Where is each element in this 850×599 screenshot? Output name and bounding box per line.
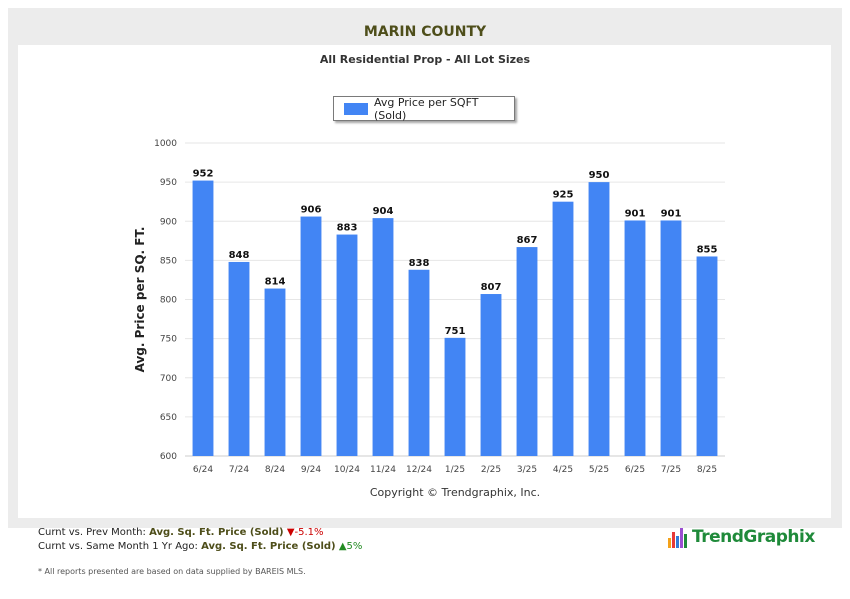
bar [264, 288, 286, 456]
data-label: 901 [661, 208, 682, 219]
x-tick-label: 11/24 [370, 465, 396, 475]
y-tick-label: 900 [160, 217, 177, 227]
y-tick-label: 650 [160, 413, 177, 423]
bar [408, 269, 430, 456]
bar [588, 182, 610, 456]
data-label: 848 [229, 250, 250, 261]
data-label: 904 [373, 206, 394, 217]
data-label: 952 [193, 169, 214, 180]
x-tick-label: 9/24 [301, 465, 321, 475]
x-tick-label: 8/25 [697, 465, 717, 475]
data-label: 867 [517, 235, 538, 246]
bar [444, 337, 466, 456]
bar [660, 220, 682, 456]
data-label: 906 [301, 205, 322, 216]
x-tick-label: 7/25 [661, 465, 681, 475]
x-tick-label: 8/24 [265, 465, 285, 475]
legend-label: Avg Price per SQFT (Sold) [373, 95, 479, 122]
data-label: 807 [481, 282, 502, 293]
data-label: 901 [625, 208, 646, 219]
y-tick-label: 950 [160, 178, 177, 188]
x-tick-label: 6/24 [193, 465, 213, 475]
x-tick-label: 3/25 [517, 465, 537, 475]
data-label: 925 [553, 190, 574, 201]
footer-prev-label: Curnt vs. Prev Month: [38, 527, 146, 538]
bar-chart: 600 650 700 750 800 850 900 950 1000 952 6/24 848 7/… [133, 139, 725, 499]
data-label: 751 [445, 326, 466, 337]
logo-bars-icon [668, 526, 688, 548]
bar [696, 256, 718, 456]
x-tick-label: 12/24 [406, 465, 432, 475]
data-label: 855 [697, 244, 718, 255]
logo-text: TrendGraphix [692, 527, 815, 547]
trendgraphix-logo: TrendGraphix [668, 526, 815, 548]
x-tick-label: 6/25 [625, 465, 645, 475]
x-tick-label: 10/24 [334, 465, 360, 475]
legend-swatch [344, 102, 368, 115]
bar [480, 294, 502, 456]
y-tick-label: 700 [160, 374, 177, 384]
data-label: 814 [265, 277, 286, 288]
chart-legend: Avg Price per SQFT (Sold) [333, 95, 515, 122]
report-subtitle: All Residential Prop - All Lot Sizes [319, 53, 531, 66]
x-tick-label: 5/25 [589, 465, 609, 475]
footer-line-year-ago: Curnt vs. Same Month 1 Yr Ago: Avg. Sq. … [38, 541, 362, 552]
bar [552, 201, 574, 456]
footer-year-change: 5% [346, 541, 363, 552]
x-tick-label: 2/25 [481, 465, 501, 475]
bar [228, 261, 250, 456]
x-tick-label: 1/25 [445, 465, 465, 475]
down-arrow-icon: ▼ [286, 527, 295, 538]
bar [336, 234, 358, 456]
footer-prev-change: -5.1% [294, 527, 324, 538]
bar [192, 180, 214, 456]
y-axis-label: Avg. Price per SQ. FT. [133, 227, 147, 373]
y-tick-label: 750 [160, 335, 177, 345]
y-tick-label: 850 [160, 256, 177, 266]
bar [372, 218, 394, 456]
bar [300, 216, 322, 456]
up-arrow-icon: ▲ [338, 541, 347, 552]
y-tick-label: 600 [160, 452, 177, 462]
report-title: MARIN COUNTY [363, 24, 487, 40]
data-label: 950 [589, 170, 610, 181]
footer-prev-metric: Avg. Sq. Ft. Price (Sold) [149, 527, 284, 538]
x-tick-label: 4/25 [553, 465, 573, 475]
copyright-text: Copyright © Trendgraphix, Inc. [370, 486, 540, 499]
disclaimer: * All reports presented are based on dat… [38, 567, 306, 576]
footer-year-label: Curnt vs. Same Month 1 Yr Ago: [38, 541, 198, 552]
footer-year-metric: Avg. Sq. Ft. Price (Sold) [201, 541, 336, 552]
bar [624, 220, 646, 456]
x-tick-label: 7/24 [229, 465, 249, 475]
data-label: 838 [409, 258, 430, 269]
bar [516, 247, 538, 456]
y-tick-label: 1000 [154, 139, 177, 149]
footer-line-prev-month: Curnt vs. Prev Month: Avg. Sq. Ft. Price… [38, 527, 324, 538]
y-tick-label: 800 [160, 296, 177, 306]
data-label: 883 [337, 223, 358, 234]
